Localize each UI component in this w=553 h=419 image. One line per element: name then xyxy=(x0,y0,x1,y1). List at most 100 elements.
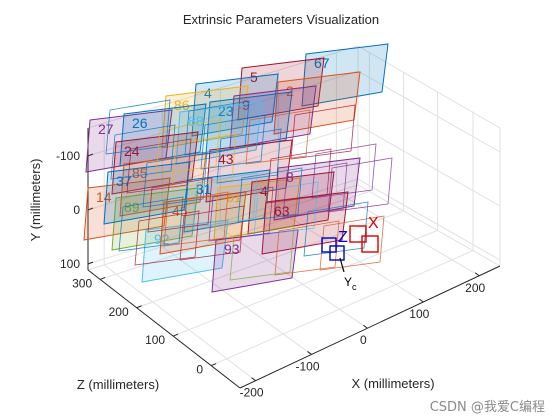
board-label: 4 xyxy=(204,85,212,101)
x-axis-line xyxy=(239,265,501,389)
grid-line xyxy=(87,184,359,271)
camera-x-box xyxy=(349,225,367,243)
y-tick-mark xyxy=(87,261,94,265)
z-tick-label: 300 xyxy=(72,276,92,290)
grid-line xyxy=(87,178,359,265)
board-outline xyxy=(179,205,245,261)
grid-line xyxy=(161,246,312,355)
board-label: 9 xyxy=(242,97,250,113)
board-outline xyxy=(216,128,282,184)
board-14 xyxy=(111,187,199,251)
grid-line xyxy=(357,178,501,261)
watermark: CSDN @我爱C编程 xyxy=(429,400,545,415)
z-tick-mark xyxy=(99,276,106,280)
grid-line xyxy=(357,70,501,153)
board-label: 89 xyxy=(124,199,140,215)
board-label: 86 xyxy=(174,97,190,113)
board-outline xyxy=(105,99,171,155)
grid-line xyxy=(278,209,424,303)
board-4 xyxy=(161,85,249,149)
x-tick-label: 0 xyxy=(360,333,367,347)
camera-x-box xyxy=(361,235,379,253)
board-label: 37 xyxy=(116,173,132,189)
grid-line xyxy=(357,45,501,129)
board-outline xyxy=(319,215,385,271)
camera-z-label: Z xyxy=(338,229,348,246)
z-tick-label: 100 xyxy=(145,333,165,347)
x-tick-label: 100 xyxy=(409,307,429,321)
board-outline xyxy=(110,124,176,180)
axes-grid xyxy=(87,45,501,389)
camera-y-subscript: c xyxy=(352,282,357,292)
board-label: 27 xyxy=(98,121,114,137)
z-axis-label: Z (millimeters) xyxy=(77,377,159,392)
board-label: 24 xyxy=(124,143,140,159)
grid-line xyxy=(357,184,501,267)
camera-z-box xyxy=(329,245,345,261)
grid-line xyxy=(87,70,359,157)
board-6 xyxy=(229,85,317,149)
board-label: 92 xyxy=(154,231,170,247)
y-tick-label: 100 xyxy=(60,257,80,271)
board-outline xyxy=(303,201,369,257)
board-label: 26 xyxy=(132,115,148,131)
grid-line xyxy=(103,264,256,382)
board-outline xyxy=(266,148,332,204)
x-axis-label: X (millimeters) xyxy=(351,376,434,391)
board-outline xyxy=(118,196,184,252)
x-tick-mark xyxy=(418,298,424,303)
board-outline xyxy=(327,157,393,213)
board-23 xyxy=(103,161,191,225)
board-outline xyxy=(155,119,221,175)
board-outline xyxy=(134,210,200,266)
board-outline xyxy=(163,191,229,247)
board-outline xyxy=(184,100,250,156)
grid-line xyxy=(210,250,474,367)
z-axis-line xyxy=(87,269,241,389)
board-outline xyxy=(126,138,192,194)
board-label: 2 xyxy=(286,83,294,99)
y-tick-mark xyxy=(87,207,94,211)
board-outline xyxy=(253,181,319,237)
grid-line xyxy=(172,229,438,337)
board-20 xyxy=(141,219,229,283)
x-tick-mark xyxy=(251,377,256,382)
board-22 xyxy=(159,191,247,255)
grid-line xyxy=(357,124,501,207)
x-tick-label: -100 xyxy=(295,359,319,373)
board-outline xyxy=(142,152,208,208)
board-8 xyxy=(119,103,207,167)
y-tick-mark xyxy=(87,153,94,157)
board-outline xyxy=(171,133,237,189)
z-tick-mark xyxy=(210,363,217,367)
tick-labels: -200 -100 0 100 200 0 100 200 300 -100 0 100 xyxy=(56,149,486,400)
z-tick-label: 200 xyxy=(109,305,129,319)
x-tick-label: 200 xyxy=(465,281,485,295)
grid-line xyxy=(100,191,370,280)
chart-title: Extrinsic Parameters Visualization xyxy=(183,12,379,27)
board-label: 88 xyxy=(188,113,204,129)
z-tick-mark xyxy=(172,333,179,337)
board-label: 43 xyxy=(218,151,234,167)
y-tick-label: -100 xyxy=(56,149,80,163)
board-outline xyxy=(192,172,258,228)
camera-frame: Z X Y c xyxy=(321,215,379,292)
y-tick-label: 0 xyxy=(73,203,80,217)
board-outline xyxy=(311,143,377,199)
camera-y-label: Y xyxy=(344,275,352,289)
board-label: 93 xyxy=(224,241,240,257)
board-outline xyxy=(245,109,311,165)
board-outline xyxy=(274,220,340,276)
camera-y-axis xyxy=(339,257,345,273)
board-5 xyxy=(205,91,293,155)
board-outline xyxy=(208,186,274,242)
grid-line xyxy=(136,210,404,309)
board-outline xyxy=(147,177,213,233)
z-tick-label: 0 xyxy=(196,363,203,377)
camera-x-label: X xyxy=(368,215,379,232)
board-outline xyxy=(237,167,303,223)
board-label: 14 xyxy=(96,189,112,205)
y-axis-label: Y (millimeters) xyxy=(28,159,43,242)
